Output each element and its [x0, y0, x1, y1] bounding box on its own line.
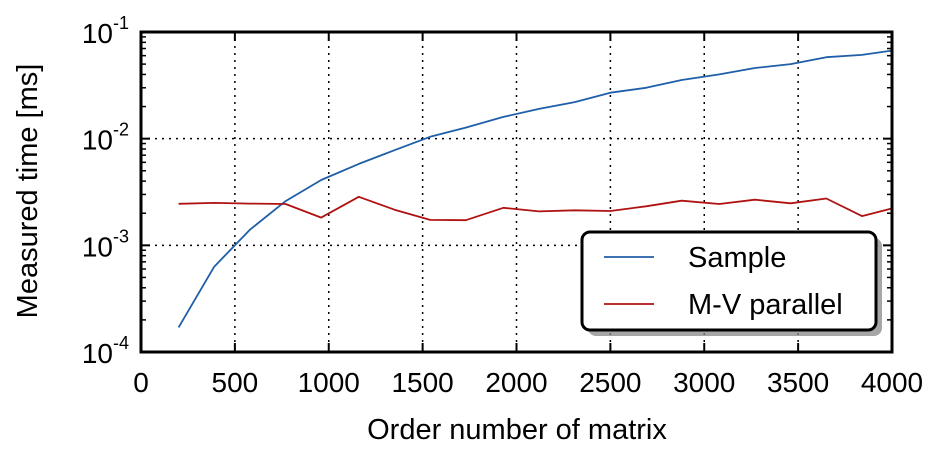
y-tick-label: 10-2: [82, 120, 129, 156]
y-tick-base: 10: [82, 125, 113, 156]
x-tick-label: 3500: [767, 367, 829, 398]
x-axis-label: Order number of matrix: [367, 414, 667, 446]
x-tick-label: 0: [133, 367, 149, 398]
series-line-sample: [177, 49, 893, 328]
tick-marks: [140, 31, 893, 353]
series-layer: [177, 49, 893, 328]
legend-label-sample: Sample: [688, 242, 786, 274]
tick-labels: 0 500 1000 1500 2000 2500 3000 3500 400010-410-3…: [82, 13, 923, 398]
x-tick-label: 500: [212, 367, 259, 398]
legend: Sample M-V parallel: [580, 230, 882, 336]
y-axis-label: Measured time [ms]: [12, 64, 44, 319]
x-tick-label: 1000: [298, 367, 360, 398]
x-tick-label: 3000: [673, 367, 735, 398]
y-tick-base: 10: [82, 18, 113, 49]
y-tick-label: 10-4: [82, 333, 129, 369]
y-tick-exponent: -4: [113, 333, 129, 353]
y-tick-exponent: -2: [113, 120, 129, 140]
y-tick-label: 10-3: [82, 226, 129, 262]
x-tick-label: 2000: [485, 367, 547, 398]
y-tick-label: 10-1: [82, 13, 129, 49]
y-tick-base: 10: [82, 231, 113, 262]
x-tick-label: 2500: [579, 367, 641, 398]
legend-label-mv-parallel: M-V parallel: [688, 289, 843, 321]
y-tick-base: 10: [82, 338, 113, 369]
x-tick-label: 1500: [391, 367, 453, 398]
series-line-mv-parallel: [178, 195, 893, 222]
y-tick-exponent: -1: [113, 13, 129, 33]
x-tick-label: 4000: [861, 367, 923, 398]
y-tick-exponent: -3: [113, 226, 129, 246]
legend-box: [580, 230, 878, 332]
